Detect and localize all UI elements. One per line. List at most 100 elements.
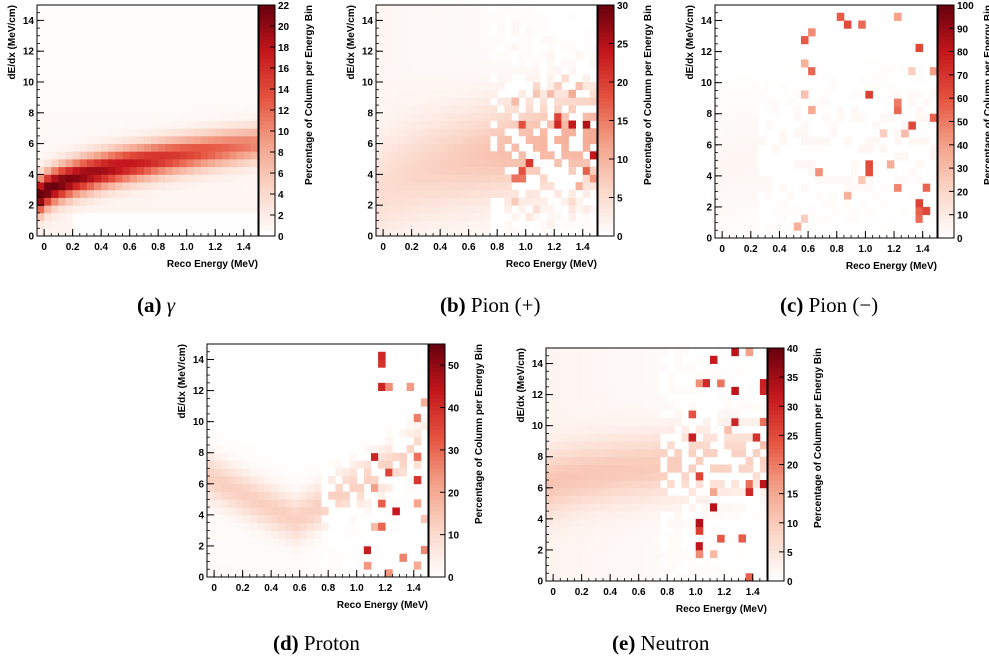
heatmap-cell [143,105,152,114]
heatmap-cell [143,5,152,14]
heatmap-cell [193,66,202,75]
heatmap-cell [370,444,379,454]
heatmap-cell [208,97,216,106]
colorbar-step [598,74,614,79]
heatmap-cell [44,174,52,183]
heatmap-cell [101,5,109,14]
heatmap-cell [37,89,45,98]
heatmap-cell [702,379,711,388]
heatmap-cell [511,189,519,198]
heatmap-cell [285,460,293,469]
heatmap-cell [454,66,462,75]
colorbar-tick-label: 15 [617,117,629,128]
heatmap-cell [72,159,81,168]
heatmap-cell [207,468,215,477]
heatmap-cell [72,197,81,206]
heatmap-cell [143,135,152,144]
heatmap-cell [397,205,405,214]
heatmap-cell [695,480,704,489]
heatmap-cell [221,476,229,485]
heatmap-cell [376,182,384,191]
heatmap-cell [843,230,852,239]
heatmap-cell [547,228,555,237]
heatmap-cell [101,205,109,214]
heatmap-cell [236,174,245,183]
heatmap-cell [546,394,554,403]
heatmap-cell [243,166,252,175]
heatmap-cell [306,468,315,477]
heatmap-cell [475,143,484,152]
colorbar-step [768,445,784,450]
heatmap-cell [108,174,116,183]
heatmap-cell [51,12,59,21]
colorbar-step [598,128,614,133]
heatmap-cell [717,565,725,574]
colorbar-tick-label: 16 [278,64,290,75]
heatmap-cell [108,105,116,114]
heatmap-cell [278,530,286,539]
heatmap-cell [143,197,152,206]
heatmap-cell [376,205,384,214]
heatmap-cell [86,51,95,60]
heatmap-cell [172,128,180,137]
heatmap-cell [397,89,405,98]
heatmap-cell [271,553,279,562]
colorbar-step [768,491,784,497]
heatmap-cell [688,433,697,442]
heatmap-cell [229,120,238,129]
heatmap-cell [547,82,555,91]
heatmap-cell [511,159,519,168]
x-axis-title: Reco Energy (MeV) [337,600,428,611]
heatmap-cell [440,74,448,83]
heatmap-cell [65,189,74,198]
heatmap-cell [390,151,398,160]
heatmap-cell [356,553,365,562]
heatmap-cell [243,97,252,106]
heatmap-cell [58,212,66,221]
heatmap-cell [151,189,159,198]
colorbar-step [598,132,614,137]
heatmap-cell [236,143,245,152]
heatmap-cell [115,97,123,106]
heatmap-cell [667,425,675,434]
heatmap-cell [759,511,768,520]
heatmap-cell [532,212,541,221]
heatmap-cell [236,205,245,214]
heatmap-cell [610,456,618,465]
heatmap-cell [674,549,682,559]
heatmap-cell [179,128,188,137]
heatmap-cell [894,12,902,21]
heatmap-cell [229,82,238,91]
heatmap-cell [715,191,723,200]
heatmap-cell [553,402,561,411]
colorbar-tick-label: 25 [617,40,629,51]
heatmap-cell [800,67,809,76]
heatmap-cell [567,433,575,442]
heatmap-cell [378,382,386,391]
x-tick-label: 1.0 [350,583,364,594]
heatmap-cell [518,12,527,21]
colorbar-step [768,472,784,477]
heatmap-cell [72,205,81,214]
heatmap-cell [425,197,434,206]
heatmap-cell [518,174,527,183]
heatmap-cell [79,151,88,160]
heatmap-cell [702,448,711,458]
heatmap-cell [595,410,604,419]
colorbar-tick-label: 30 [787,402,799,413]
colorbar-step [938,187,954,192]
heatmap-cell [228,514,236,524]
colorbar-tick-label: 35 [787,373,799,384]
heatmap-cell [729,137,737,146]
heatmap-cell [51,228,59,237]
heatmap-cell [808,67,816,76]
heatmap-cell [397,35,405,44]
heatmap-cell [567,534,575,543]
heatmap-cell [179,112,188,121]
heatmap-cell [86,97,95,106]
heatmap-cell [581,448,590,458]
heatmap-cell [51,212,59,221]
heatmap-cell [433,12,441,21]
heatmap-cell [588,433,597,442]
heatmap-cell [715,214,723,223]
